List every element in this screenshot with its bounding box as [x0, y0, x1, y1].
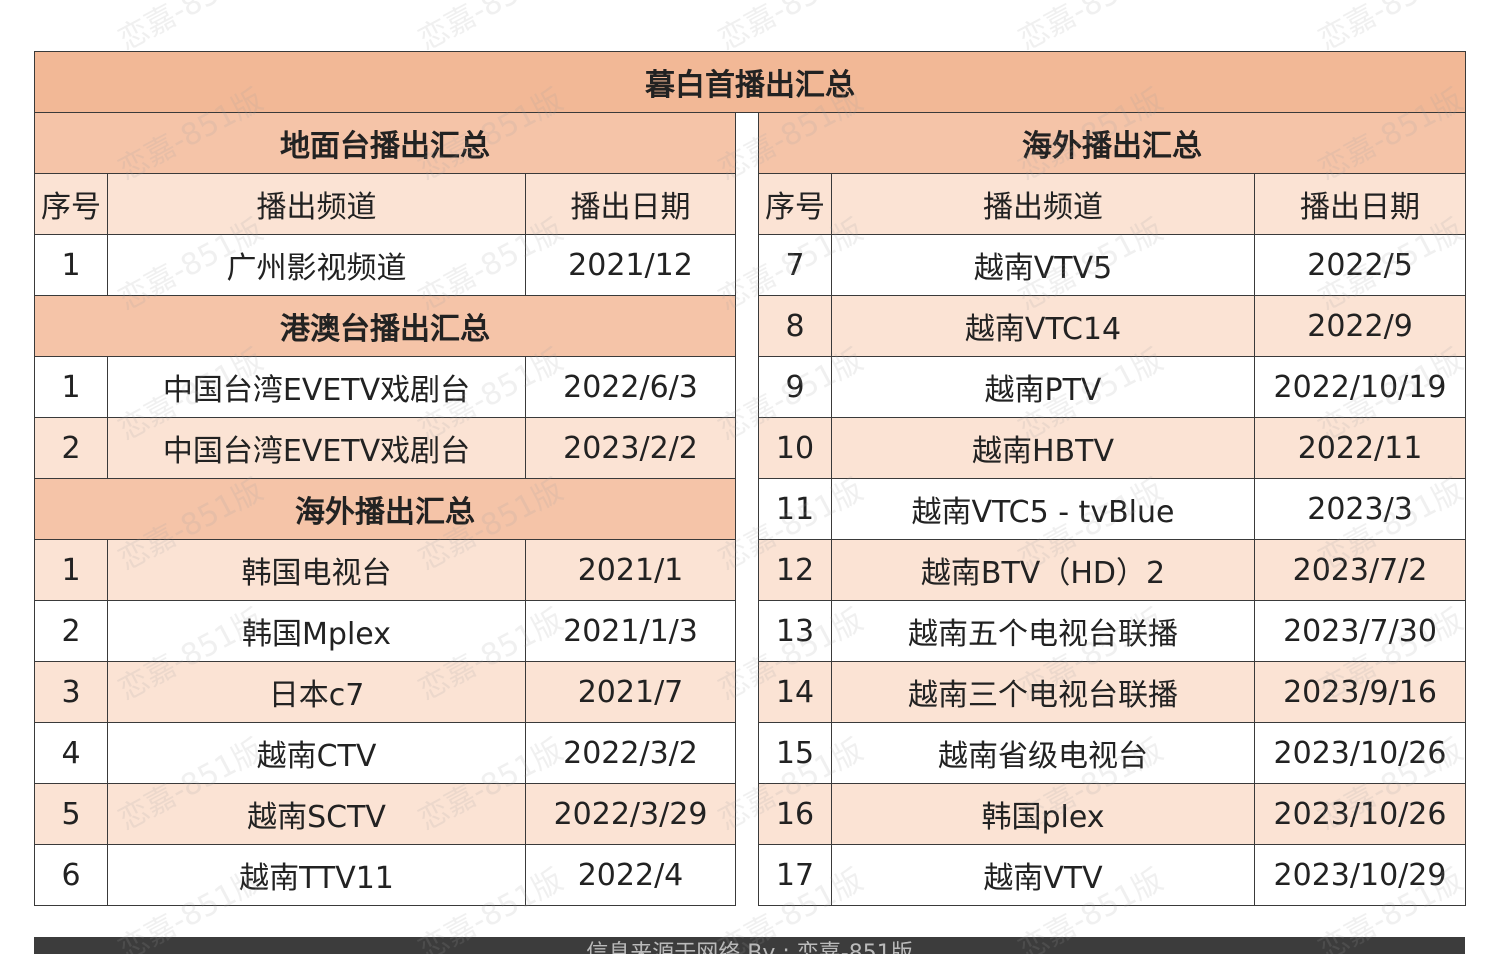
- row-channel: 广州影视频道: [107, 234, 526, 296]
- row-date: 2021/1: [525, 539, 736, 601]
- row-date: 2023/2/2: [525, 417, 736, 479]
- row-no: 8: [758, 295, 832, 357]
- row-date: 2022/3/29: [525, 783, 736, 845]
- row-date: 2023/3: [1253, 478, 1467, 540]
- col-header-no: 序号: [34, 173, 108, 235]
- row-no: 1: [34, 234, 108, 296]
- row-no: 3: [34, 661, 108, 723]
- row-date: 2022/5: [1253, 234, 1467, 296]
- row-date: 2023/10/29: [1253, 844, 1467, 906]
- watermark-text: 恋嘉-851版: [1312, 0, 1469, 58]
- row-channel: 越南省级电视台: [831, 722, 1255, 784]
- column-gap: [735, 356, 759, 418]
- row-no: 1: [34, 539, 108, 601]
- column-gap: [735, 112, 759, 174]
- column-gap: [735, 722, 759, 784]
- row-channel: 越南三个电视台联播: [831, 661, 1255, 723]
- column-gap: [735, 661, 759, 723]
- row-no: 11: [758, 478, 832, 540]
- row-date: 2022/4: [525, 844, 736, 906]
- row-no: 2: [34, 417, 108, 479]
- row-channel: 越南VTV5: [831, 234, 1255, 296]
- row-date: 2023/7/30: [1253, 600, 1467, 662]
- row-channel: 日本c7: [107, 661, 526, 723]
- row-date: 2022/3/2: [525, 722, 736, 784]
- row-no: 12: [758, 539, 832, 601]
- row-channel: 越南VTV: [831, 844, 1255, 906]
- row-channel: 越南TTV11: [107, 844, 526, 906]
- row-date: 2021/7: [525, 661, 736, 723]
- col-header-channel: 播出频道: [107, 173, 526, 235]
- hkmo-section-title: 港澳台播出汇总: [34, 295, 736, 357]
- row-channel: 中国台湾EVETV戏剧台: [107, 417, 526, 479]
- overseas-right-section-title: 海外播出汇总: [757, 112, 1467, 174]
- ground-section-title: 地面台播出汇总: [34, 112, 736, 174]
- row-channel: 越南VTC5 - tvBlue: [831, 478, 1255, 540]
- row-channel: 越南SCTV: [107, 783, 526, 845]
- row-date: 2021/12: [525, 234, 736, 296]
- column-gap: [735, 600, 759, 662]
- row-date: 2021/1/3: [525, 600, 736, 662]
- row-no: 4: [34, 722, 108, 784]
- col-header-date-right: 播出日期: [1253, 173, 1467, 235]
- row-date: 2023/10/26: [1253, 722, 1467, 784]
- row-no: 13: [758, 600, 832, 662]
- row-no: 10: [758, 417, 832, 479]
- row-channel: 越南BTV（HD）2: [831, 539, 1255, 601]
- row-date: 2023/10/26: [1253, 783, 1467, 845]
- row-channel: 韩国Mplex: [107, 600, 526, 662]
- column-gap: [735, 173, 759, 235]
- row-no: 15: [758, 722, 832, 784]
- column-gap: [735, 783, 759, 845]
- row-date: 2022/9: [1253, 295, 1467, 357]
- column-gap: [735, 417, 759, 479]
- row-no: 16: [758, 783, 832, 845]
- column-gap: [735, 478, 759, 540]
- row-no: 17: [758, 844, 832, 906]
- row-no: 9: [758, 356, 832, 418]
- row-channel: 越南HBTV: [831, 417, 1255, 479]
- row-date: 2023/9/16: [1253, 661, 1467, 723]
- col-header-date: 播出日期: [525, 173, 736, 235]
- watermark-text: 恋嘉-851版: [1012, 0, 1169, 58]
- table-title: 暮白首播出汇总: [33, 51, 1467, 113]
- row-date: 2022/6/3: [525, 356, 736, 418]
- watermark-text: 恋嘉-851版: [712, 0, 869, 58]
- overseas-left-section-title: 海外播出汇总: [34, 478, 736, 540]
- row-channel: 越南VTC14: [831, 295, 1255, 357]
- row-no: 1: [34, 356, 108, 418]
- row-channel: 韩国电视台: [107, 539, 526, 601]
- watermark-text: 恋嘉-851版: [112, 0, 269, 58]
- row-no: 2: [34, 600, 108, 662]
- row-date: 2023/7/2: [1253, 539, 1467, 601]
- row-channel: 中国台湾EVETV戏剧台: [107, 356, 526, 418]
- column-gap: [735, 295, 759, 357]
- row-no: 14: [758, 661, 832, 723]
- row-channel: 越南五个电视台联播: [831, 600, 1255, 662]
- row-channel: 韩国plex: [831, 783, 1255, 845]
- column-gap: [735, 539, 759, 601]
- broadcast-summary-table: 暮白首播出汇总 地面台播出汇总 海外播出汇总 序号 播出频道 播出日期 序号 播…: [33, 51, 1467, 906]
- source-footer: 信息来源于网络 By : 恋嘉-851版: [34, 937, 1465, 954]
- col-header-channel-right: 播出频道: [831, 173, 1255, 235]
- row-date: 2022/10/19: [1253, 356, 1467, 418]
- row-channel: 越南CTV: [107, 722, 526, 784]
- row-channel: 越南PTV: [831, 356, 1255, 418]
- column-gap: [735, 234, 759, 296]
- row-no: 6: [34, 844, 108, 906]
- column-gap: [735, 844, 759, 906]
- col-header-no-right: 序号: [758, 173, 832, 235]
- row-date: 2022/11: [1253, 417, 1467, 479]
- watermark-text: 恋嘉-851版: [412, 0, 569, 58]
- row-no: 7: [758, 234, 832, 296]
- row-no: 5: [34, 783, 108, 845]
